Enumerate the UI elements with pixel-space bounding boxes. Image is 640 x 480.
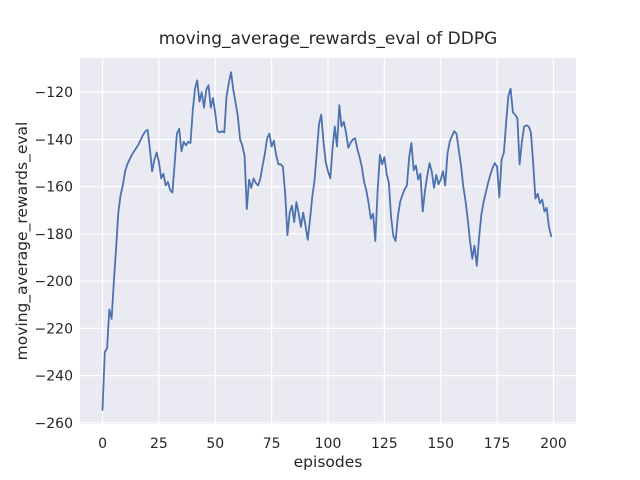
x-tick-label: 175 xyxy=(484,436,511,452)
x-tick-label: 150 xyxy=(427,436,454,452)
x-axis-label: episodes xyxy=(294,453,363,471)
x-tick-label: 125 xyxy=(371,436,398,452)
y-tick-label: −120 xyxy=(35,85,73,101)
x-tick-label: 100 xyxy=(315,436,342,452)
chart-title: moving_average_rewards_eval of DDPG xyxy=(159,29,498,49)
x-tick-label: 25 xyxy=(150,436,168,452)
y-tick-label: −140 xyxy=(35,132,73,148)
x-tick-label: 200 xyxy=(540,436,567,452)
y-axis-label: moving_average_rewards_eval xyxy=(13,122,32,361)
x-tick-label: 75 xyxy=(263,436,281,452)
reward-line xyxy=(101,71,553,411)
y-tick-label: −180 xyxy=(35,227,73,243)
y-tick-label: −260 xyxy=(35,416,73,432)
y-tick-label: −200 xyxy=(35,274,73,290)
x-tick-label: 50 xyxy=(206,436,224,452)
y-tick-label: −240 xyxy=(35,369,73,385)
x-tick-label: 0 xyxy=(98,436,107,452)
y-tick-label: −160 xyxy=(35,180,73,196)
chart-layer: 0 25 50 75 100 125 150 175 200 −120 −140 −160 −180 −2… xyxy=(35,58,576,452)
y-tick-label: −220 xyxy=(35,321,73,337)
